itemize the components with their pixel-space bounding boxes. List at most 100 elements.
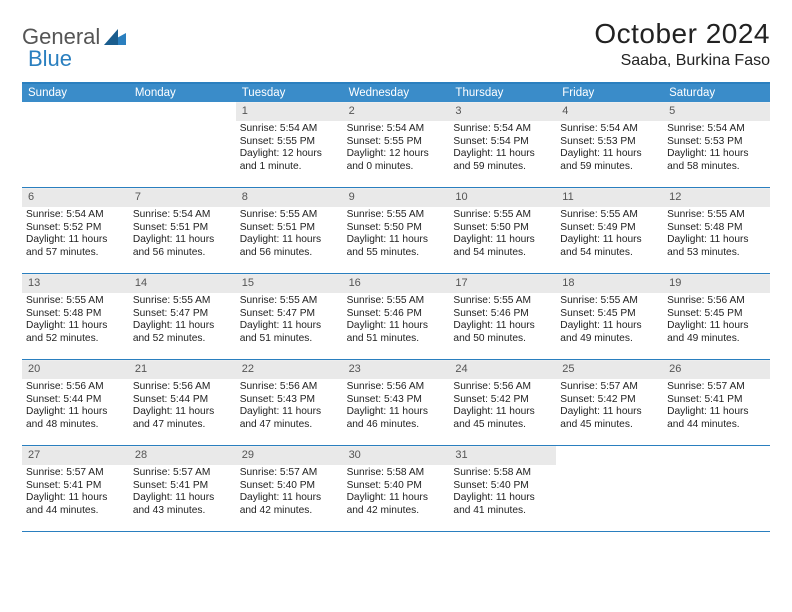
- day-number: 30: [343, 446, 450, 465]
- day-number: 27: [22, 446, 129, 465]
- daylight-text: Daylight: 11 hours and 51 minutes.: [347, 320, 448, 346]
- sunset-text: Sunset: 5:47 PM: [133, 308, 234, 321]
- day-number: 5: [663, 102, 770, 121]
- sunset-text: Sunset: 5:48 PM: [26, 308, 127, 321]
- day-text: Sunrise: 5:57 AMSunset: 5:41 PMDaylight:…: [129, 467, 236, 518]
- day-text: Sunrise: 5:55 AMSunset: 5:49 PMDaylight:…: [556, 209, 663, 260]
- sunset-text: Sunset: 5:45 PM: [560, 308, 661, 321]
- calendar-cell: 13Sunrise: 5:55 AMSunset: 5:48 PMDayligh…: [22, 274, 129, 360]
- day-number: 16: [343, 274, 450, 293]
- sunrise-text: Sunrise: 5:55 AM: [560, 209, 661, 222]
- daylight-text: Daylight: 11 hours and 43 minutes.: [133, 492, 234, 518]
- day-number: 3: [449, 102, 556, 121]
- sunset-text: Sunset: 5:52 PM: [26, 222, 127, 235]
- calendar: Sunday Monday Tuesday Wednesday Thursday…: [22, 82, 770, 532]
- calendar-cell: 19Sunrise: 5:56 AMSunset: 5:45 PMDayligh…: [663, 274, 770, 360]
- day-number: 6: [22, 188, 129, 207]
- sunrise-text: Sunrise: 5:55 AM: [240, 209, 341, 222]
- day-number: 18: [556, 274, 663, 293]
- dow-friday: Friday: [556, 84, 663, 102]
- day-text: Sunrise: 5:55 AMSunset: 5:47 PMDaylight:…: [129, 295, 236, 346]
- sunrise-text: Sunrise: 5:55 AM: [453, 295, 554, 308]
- day-text: Sunrise: 5:54 AMSunset: 5:51 PMDaylight:…: [129, 209, 236, 260]
- sunset-text: Sunset: 5:41 PM: [26, 480, 127, 493]
- calendar-cell: 11Sunrise: 5:55 AMSunset: 5:49 PMDayligh…: [556, 188, 663, 274]
- day-number: 24: [449, 360, 556, 379]
- day-number: 23: [343, 360, 450, 379]
- daylight-text: Daylight: 11 hours and 51 minutes.: [240, 320, 341, 346]
- daylight-text: Daylight: 11 hours and 57 minutes.: [26, 234, 127, 260]
- dow-wednesday: Wednesday: [343, 84, 450, 102]
- day-text: Sunrise: 5:55 AMSunset: 5:48 PMDaylight:…: [663, 209, 770, 260]
- daylight-text: Daylight: 11 hours and 47 minutes.: [240, 406, 341, 432]
- day-number: 26: [663, 360, 770, 379]
- sunset-text: Sunset: 5:46 PM: [347, 308, 448, 321]
- sunrise-text: Sunrise: 5:54 AM: [240, 123, 341, 136]
- sunrise-text: Sunrise: 5:55 AM: [667, 209, 768, 222]
- sunset-text: Sunset: 5:41 PM: [667, 394, 768, 407]
- sunrise-text: Sunrise: 5:56 AM: [453, 381, 554, 394]
- day-number: 12: [663, 188, 770, 207]
- sunrise-text: Sunrise: 5:55 AM: [347, 209, 448, 222]
- sunrise-text: Sunrise: 5:56 AM: [240, 381, 341, 394]
- sunset-text: Sunset: 5:50 PM: [347, 222, 448, 235]
- day-text: Sunrise: 5:54 AMSunset: 5:53 PMDaylight:…: [556, 123, 663, 174]
- day-text: Sunrise: 5:55 AMSunset: 5:50 PMDaylight:…: [343, 209, 450, 260]
- daylight-text: Daylight: 11 hours and 45 minutes.: [560, 406, 661, 432]
- calendar-cell: 16Sunrise: 5:55 AMSunset: 5:46 PMDayligh…: [343, 274, 450, 360]
- daylight-text: Daylight: 11 hours and 45 minutes.: [453, 406, 554, 432]
- day-number: 31: [449, 446, 556, 465]
- sunset-text: Sunset: 5:53 PM: [560, 136, 661, 149]
- calendar-cell: 22Sunrise: 5:56 AMSunset: 5:43 PMDayligh…: [236, 360, 343, 446]
- daylight-text: Daylight: 11 hours and 55 minutes.: [347, 234, 448, 260]
- sunrise-text: Sunrise: 5:57 AM: [240, 467, 341, 480]
- calendar-cell: 5 Sunrise: 5:54 AMSunset: 5:53 PMDaylight…: [663, 102, 770, 188]
- sunset-text: Sunset: 5:50 PM: [453, 222, 554, 235]
- day-number: 22: [236, 360, 343, 379]
- calendar-cell: 17Sunrise: 5:55 AMSunset: 5:46 PMDayligh…: [449, 274, 556, 360]
- sunrise-text: Sunrise: 5:57 AM: [133, 467, 234, 480]
- dow-monday: Monday: [129, 84, 236, 102]
- calendar-cell: 8Sunrise: 5:55 AMSunset: 5:51 PMDaylight…: [236, 188, 343, 274]
- daylight-text: Daylight: 12 hours and 1 minute.: [240, 148, 341, 174]
- daylight-text: Daylight: 11 hours and 59 minutes.: [560, 148, 661, 174]
- day-text: Sunrise: 5:56 AMSunset: 5:44 PMDaylight:…: [22, 381, 129, 432]
- daylight-text: Daylight: 11 hours and 56 minutes.: [240, 234, 341, 260]
- day-text: Sunrise: 5:55 AMSunset: 5:46 PMDaylight:…: [449, 295, 556, 346]
- sunset-text: Sunset: 5:51 PM: [133, 222, 234, 235]
- day-text: Sunrise: 5:56 AMSunset: 5:42 PMDaylight:…: [449, 381, 556, 432]
- day-number: 28: [129, 446, 236, 465]
- calendar-cell: 30Sunrise: 5:58 AMSunset: 5:40 PMDayligh…: [343, 446, 450, 532]
- sunrise-text: Sunrise: 5:55 AM: [133, 295, 234, 308]
- day-text: Sunrise: 5:57 AMSunset: 5:41 PMDaylight:…: [22, 467, 129, 518]
- daylight-text: Daylight: 11 hours and 44 minutes.: [26, 492, 127, 518]
- calendar-cell: 18Sunrise: 5:55 AMSunset: 5:45 PMDayligh…: [556, 274, 663, 360]
- sunrise-text: Sunrise: 5:56 AM: [667, 295, 768, 308]
- sunset-text: Sunset: 5:51 PM: [240, 222, 341, 235]
- daylight-text: Daylight: 11 hours and 42 minutes.: [240, 492, 341, 518]
- day-text: Sunrise: 5:58 AMSunset: 5:40 PMDaylight:…: [449, 467, 556, 518]
- sunrise-text: Sunrise: 5:57 AM: [26, 467, 127, 480]
- dow-thursday: Thursday: [449, 84, 556, 102]
- day-number: 2: [343, 102, 450, 121]
- calendar-cell: 6Sunrise: 5:54 AMSunset: 5:52 PMDaylight…: [22, 188, 129, 274]
- calendar-cell: 4Sunrise: 5:54 AMSunset: 5:53 PMDaylight…: [556, 102, 663, 188]
- daylight-text: Daylight: 11 hours and 47 minutes.: [133, 406, 234, 432]
- page-title: October 2024: [594, 18, 770, 50]
- calendar-cell: 12 Sunrise: 5:55 AMSunset: 5:48 PMDayligh…: [663, 188, 770, 274]
- sunset-text: Sunset: 5:42 PM: [560, 394, 661, 407]
- day-number: 29: [236, 446, 343, 465]
- calendar-cell: 20Sunrise: 5:56 AMSunset: 5:44 PMDayligh…: [22, 360, 129, 446]
- day-text: Sunrise: 5:54 AMSunset: 5:54 PMDaylight:…: [449, 123, 556, 174]
- calendar-cell: 25Sunrise: 5:57 AMSunset: 5:42 PMDayligh…: [556, 360, 663, 446]
- calendar-cell: 23Sunrise: 5:56 AMSunset: 5:43 PMDayligh…: [343, 360, 450, 446]
- calendar-cell-empty: [22, 102, 129, 188]
- day-text: Sunrise: 5:54 AMSunset: 5:55 PMDaylight:…: [236, 123, 343, 174]
- calendar-cell: 29 Sunrise: 5:57 AMSunset: 5:40 PMDayligh…: [236, 446, 343, 532]
- sunrise-text: Sunrise: 5:58 AM: [453, 467, 554, 480]
- sunset-text: Sunset: 5:40 PM: [240, 480, 341, 493]
- day-number: 19: [663, 274, 770, 293]
- daylight-text: Daylight: 11 hours and 56 minutes.: [133, 234, 234, 260]
- day-text: Sunrise: 5:54 AMSunset: 5:53 PMDaylight:…: [663, 123, 770, 174]
- calendar-cell: 3 Sunrise: 5:54 AMSunset: 5:54 PMDaylight…: [449, 102, 556, 188]
